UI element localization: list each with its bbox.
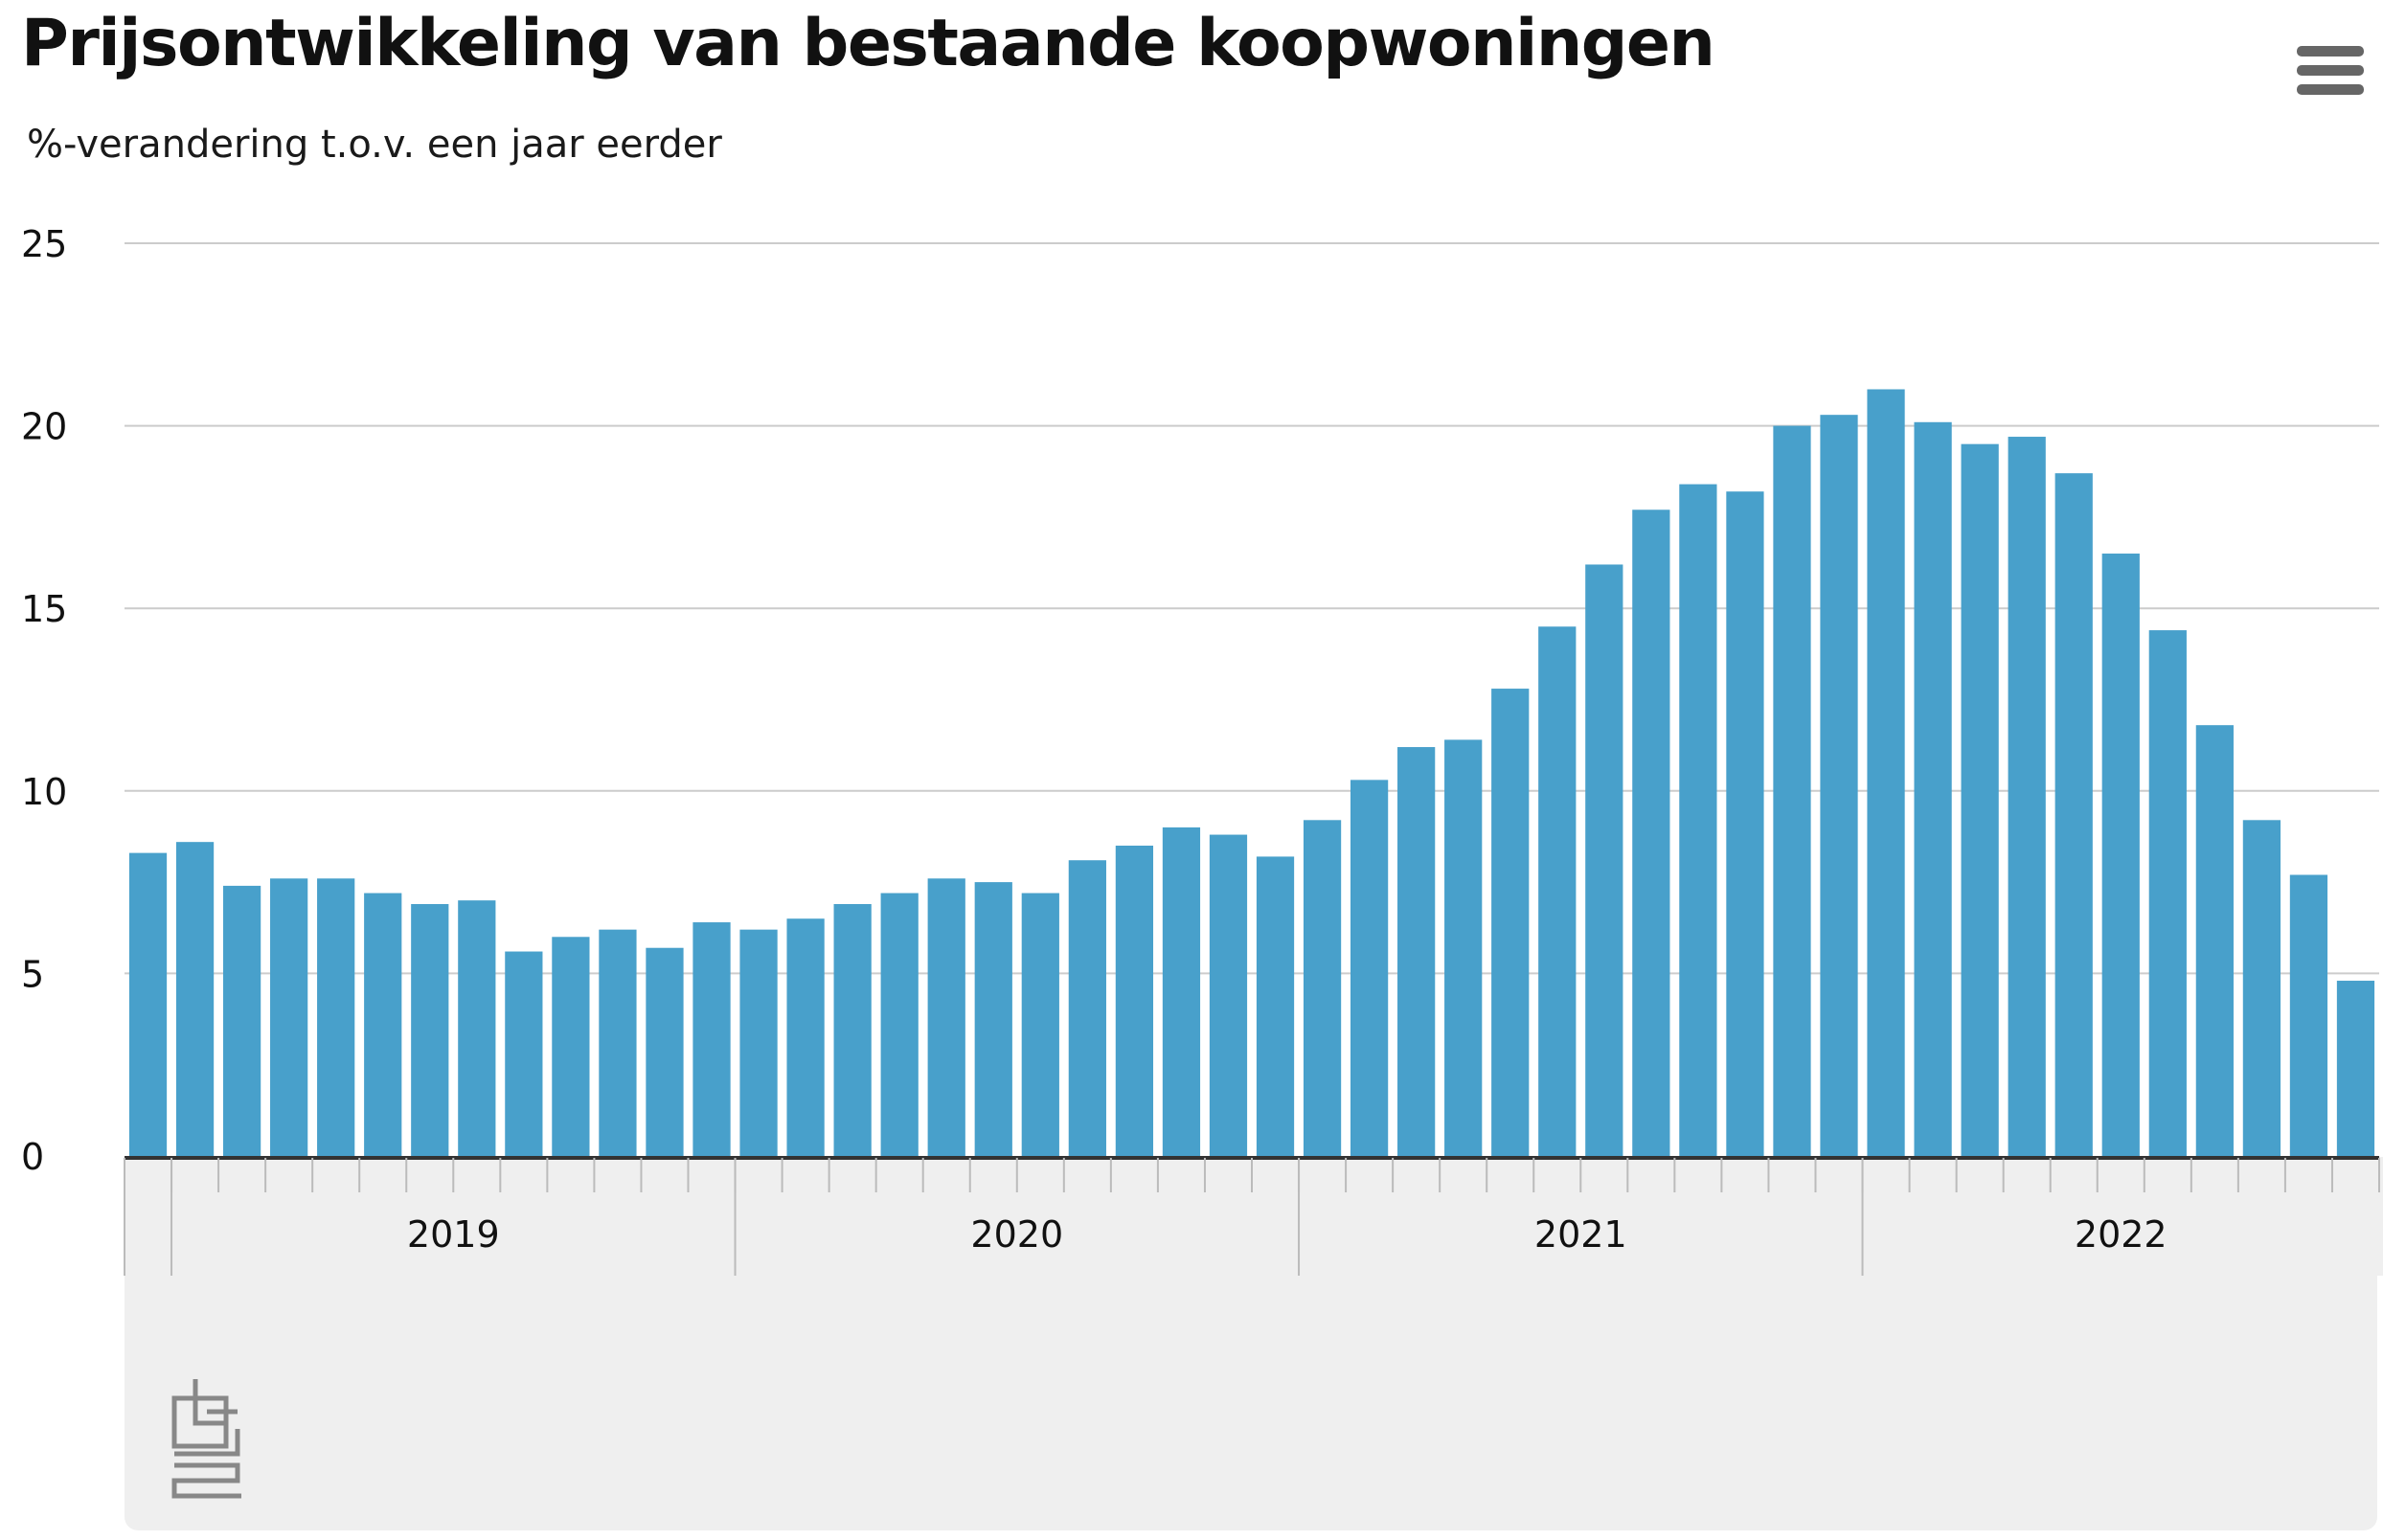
bar-2022-06[interactable] [2101, 554, 2140, 1156]
hamburger-menu-icon [2297, 46, 2364, 95]
bars [128, 389, 2375, 1157]
bar-2019-09[interactable] [552, 937, 590, 1156]
x-year-label: 2021 [1534, 1213, 1627, 1256]
bar-2019-05[interactable] [364, 893, 402, 1156]
bar-2020-02[interactable] [786, 918, 825, 1156]
bar-2021-10[interactable] [1726, 491, 1764, 1156]
bar-2020-10[interactable] [1162, 827, 1201, 1156]
x-axis: 2019 2020 2021 2022 [124, 1156, 2380, 1276]
x-year-label: 2022 [2075, 1213, 2167, 1256]
bar-2020-12[interactable] [1256, 856, 1295, 1156]
bar-2020-03[interactable] [833, 903, 872, 1156]
bar-2021-03[interactable] [1397, 747, 1436, 1156]
bar-2022-08[interactable] [2195, 725, 2234, 1156]
bar-2021-06[interactable] [1538, 626, 1577, 1156]
bar-2022-05[interactable] [2054, 473, 2093, 1156]
bar-2019-10[interactable] [599, 929, 637, 1156]
y-tick-label: 25 [21, 223, 67, 265]
bar-2021-11[interactable] [1773, 425, 1811, 1157]
x-year-label: 2020 [970, 1213, 1063, 1256]
bar-2020-04[interactable] [880, 893, 919, 1156]
bar-2019-03[interactable] [270, 878, 308, 1156]
bar-2019-04[interactable] [317, 878, 355, 1156]
bar-2021-12[interactable] [1820, 415, 1858, 1156]
bar-2018-12[interactable] [128, 852, 168, 1156]
y-tick-label: 10 [21, 771, 67, 813]
y-tick-label: 0 [21, 1136, 44, 1178]
bar-2020-11[interactable] [1209, 834, 1248, 1156]
y-axis-ticks: 0 5 10 15 20 25 [21, 223, 67, 1178]
bar-2021-02[interactable] [1350, 780, 1389, 1156]
bar-2019-07[interactable] [458, 900, 496, 1156]
x-year-label: 2019 [407, 1213, 500, 1256]
bar-2019-12[interactable] [692, 922, 731, 1156]
bar-2019-01[interactable] [175, 842, 215, 1156]
y-tick-label: 20 [21, 406, 67, 448]
bar-2020-07[interactable] [1021, 893, 1059, 1156]
bar-2021-09[interactable] [1679, 484, 1717, 1156]
bar-2019-11[interactable] [646, 947, 684, 1156]
bar-2022-02[interactable] [1914, 421, 1952, 1157]
bar-2021-04[interactable] [1444, 739, 1483, 1156]
bar-2021-07[interactable] [1585, 564, 1623, 1156]
bar-2019-06[interactable] [411, 903, 449, 1156]
bar-2020-09[interactable] [1115, 845, 1154, 1156]
bar-2021-05[interactable] [1491, 689, 1530, 1156]
bar-2020-06[interactable] [974, 882, 1012, 1156]
bar-2019-08[interactable] [505, 951, 543, 1156]
bar-2022-09[interactable] [2242, 820, 2281, 1156]
menu-button[interactable] [2297, 40, 2364, 102]
y-tick-label: 5 [21, 953, 44, 995]
y-tick-label: 15 [21, 588, 67, 630]
bar-2022-10[interactable] [2289, 874, 2328, 1156]
bar-2020-08[interactable] [1068, 860, 1106, 1156]
chart-subtitle: %-verandering t.o.v. een jaar eerder [27, 123, 722, 167]
bar-2022-03[interactable] [1961, 443, 1999, 1156]
bar-2021-01[interactable] [1303, 820, 1342, 1156]
bar-2022-04[interactable] [2008, 437, 2046, 1156]
bar-2020-01[interactable] [739, 929, 778, 1156]
bar-2020-05[interactable] [927, 878, 965, 1156]
bar-2022-11[interactable] [2336, 981, 2375, 1156]
bar-2022-01[interactable] [1867, 389, 1905, 1157]
cbs-logo [171, 1379, 241, 1499]
bar-2019-02[interactable] [222, 885, 261, 1156]
bar-2022-07[interactable] [2148, 630, 2187, 1156]
gridlines [125, 242, 2379, 975]
bar-2021-08[interactable] [1632, 510, 1670, 1156]
chart-title: Prijsontwikkeling van bestaande koopwoni… [21, 6, 1715, 81]
